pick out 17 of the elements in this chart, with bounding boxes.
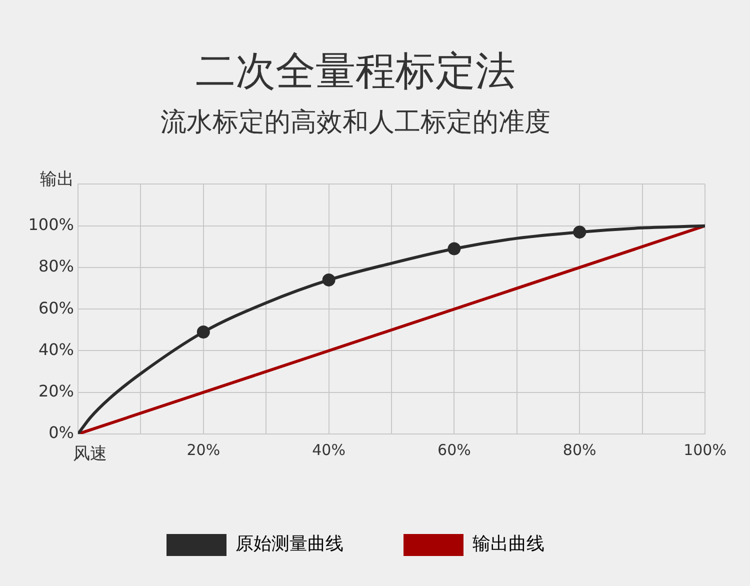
y-tick-label: 40% [38, 340, 74, 359]
y-tick-label: 20% [38, 382, 74, 401]
y-tick-label: 0% [48, 423, 74, 442]
y-axis-title: 输出 [40, 170, 74, 190]
chart-title: 二次全量程标定法 [196, 48, 516, 94]
x-tick-label: 40% [312, 440, 346, 459]
y-tick-label: 60% [38, 298, 74, 318]
x-tick-label: 20% [186, 440, 220, 459]
y-tick-label: 100% [28, 214, 74, 234]
x-axis-title: 风速 [73, 444, 107, 464]
x-tick-label: 60% [438, 440, 471, 459]
legend-label: 输出曲线 [472, 534, 544, 555]
chart-subtitle: 流水标定的高效和人工标定的准度 [160, 107, 550, 138]
x-tick-label: 80% [562, 440, 596, 459]
x-tick-label: 100% [684, 440, 726, 459]
legend-label: 原始测量曲线 [236, 534, 344, 555]
y-tick-label: 80% [38, 256, 74, 276]
